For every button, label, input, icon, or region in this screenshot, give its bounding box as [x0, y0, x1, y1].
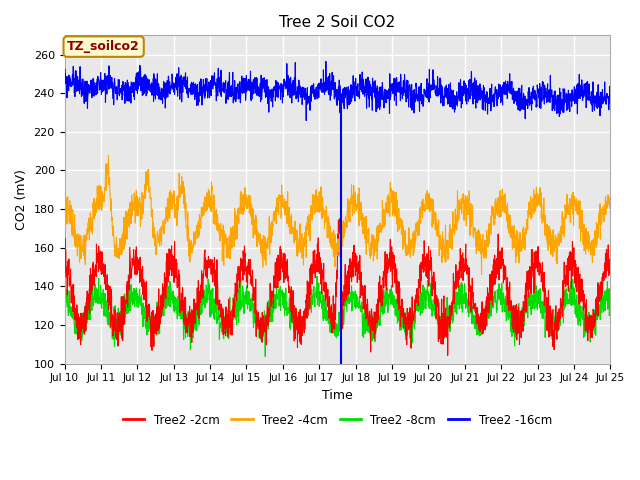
Legend: Tree2 -2cm, Tree2 -4cm, Tree2 -8cm, Tree2 -16cm: Tree2 -2cm, Tree2 -4cm, Tree2 -8cm, Tree…	[118, 409, 557, 431]
X-axis label: Time: Time	[322, 389, 353, 402]
Y-axis label: CO2 (mV): CO2 (mV)	[15, 169, 28, 230]
Text: TZ_soilco2: TZ_soilco2	[67, 40, 140, 53]
Title: Tree 2 Soil CO2: Tree 2 Soil CO2	[279, 15, 396, 30]
